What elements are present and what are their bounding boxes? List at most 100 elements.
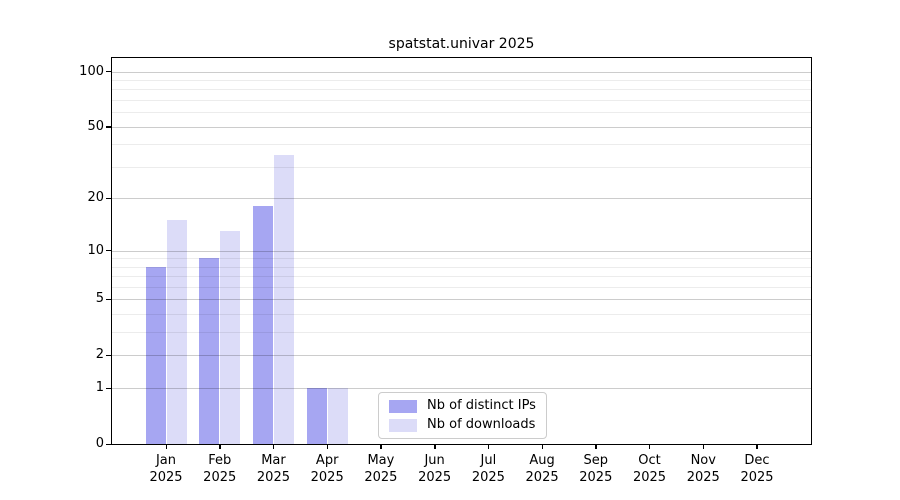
y-tick-label: 2: [95, 347, 104, 363]
minor-gridline: [112, 314, 811, 316]
bar-downloads-apr: [327, 388, 348, 444]
major-gridline: [112, 250, 811, 252]
x-tick-mark: [326, 444, 329, 449]
x-tick-label-month: Feb: [208, 453, 232, 468]
x-tick-label-month: Mar: [261, 453, 286, 468]
y-tick-label: 100: [79, 63, 104, 79]
y-tick-label: 1: [95, 380, 104, 396]
x-tick-label-year: 2025: [364, 470, 398, 485]
x-tick-label: Apr 2025: [295, 452, 359, 486]
legend: Nb of distinct IPs Nb of downloads: [378, 392, 547, 439]
minor-gridline: [112, 112, 811, 114]
x-tick-label-year: 2025: [203, 470, 237, 485]
bar-downloads-jan: [166, 220, 187, 444]
minor-gridline: [112, 144, 811, 146]
legend-label: Nb of distinct IPs: [427, 398, 536, 413]
x-tick-label-month: Sep: [583, 453, 609, 468]
minor-gridline: [112, 166, 811, 168]
x-tick-mark: [434, 444, 436, 449]
x-tick-label-year: 2025: [579, 470, 613, 485]
bar-downloads-feb: [220, 231, 241, 444]
x-tick-mark: [702, 444, 705, 449]
y-tick-label: 5: [95, 291, 104, 307]
y-tick-mark: [106, 298, 112, 301]
major-gridline: [112, 198, 811, 200]
y-tick-mark: [106, 354, 112, 357]
minor-gridline: [112, 89, 811, 91]
x-tick-label-year: 2025: [632, 470, 667, 485]
x-tick-label-month: Oct: [638, 453, 661, 468]
y-tick-mark: [106, 250, 112, 252]
x-tick-mark: [541, 444, 543, 449]
x-tick-mark: [756, 444, 758, 449]
x-tick-label-year: 2025: [418, 470, 452, 485]
legend-swatch: [389, 399, 417, 413]
x-tick-label-year: 2025: [149, 470, 183, 485]
major-gridline: [112, 299, 811, 301]
y-tick-mark: [106, 197, 112, 200]
x-tick-label: Aug 2025: [510, 452, 574, 486]
minor-gridline: [112, 100, 811, 102]
plot-area: Nb of distinct IPs Nb of downloads: [111, 57, 812, 445]
x-tick-mark: [272, 444, 275, 449]
x-tick-label-year: 2025: [686, 470, 720, 485]
x-tick-label-month: May: [367, 453, 395, 468]
x-tick-label-year: 2025: [471, 470, 505, 485]
major-gridline: [112, 355, 811, 357]
x-tick-label: Jul 2025: [456, 452, 520, 486]
x-tick-mark: [380, 444, 382, 449]
x-tick-label: Dec 2025: [725, 452, 789, 486]
x-tick-label-month: Nov: [690, 453, 716, 468]
minor-gridline: [112, 80, 811, 81]
x-tick-label-month: Jan: [155, 453, 177, 468]
legend-label: Nb of downloads: [427, 417, 536, 432]
major-gridline: [112, 126, 811, 128]
y-tick-mark: [106, 126, 112, 128]
x-tick-label-month: Jun: [424, 453, 445, 468]
x-tick-label: Nov 2025: [671, 452, 735, 486]
minor-gridline: [112, 258, 811, 260]
minor-gridline: [112, 276, 811, 278]
x-tick-label-year: 2025: [310, 470, 344, 485]
x-tick-label-month: Aug: [529, 453, 555, 468]
legend-swatch: [389, 418, 417, 432]
x-tick-label: Oct 2025: [618, 452, 682, 486]
x-tick-label: May 2025: [349, 452, 413, 486]
y-tick-label: 10: [87, 242, 104, 258]
x-tick-label-year: 2025: [525, 470, 559, 485]
x-tick-label: Jan 2025: [134, 452, 198, 486]
bar-distinct-ips-mar: [252, 206, 273, 444]
x-tick-mark: [165, 444, 167, 449]
bar-distinct-ips-jan: [145, 266, 166, 444]
bar-downloads-mar: [273, 154, 294, 444]
legend-item: Nb of distinct IPs: [389, 398, 536, 414]
legend-item: Nb of downloads: [389, 417, 536, 433]
minor-gridline: [112, 266, 811, 268]
x-tick-mark: [649, 444, 651, 449]
chart-title: spatstat.univar 2025: [388, 36, 535, 52]
x-tick-label-month: Apr: [315, 453, 339, 468]
y-tick-mark: [106, 71, 112, 73]
major-gridline: [112, 388, 811, 390]
y-tick-label: 0: [95, 436, 104, 451]
x-tick-label: Sep 2025: [564, 452, 628, 486]
x-tick-label: Feb 2025: [188, 452, 252, 486]
x-tick-mark: [487, 444, 490, 449]
x-tick-mark: [595, 444, 597, 449]
major-gridline: [112, 71, 811, 73]
y-tick-label: 50: [87, 118, 104, 134]
bar-distinct-ips-apr: [306, 388, 327, 444]
x-tick-label-year: 2025: [740, 470, 774, 485]
x-tick-label: Mar 2025: [241, 452, 305, 486]
y-tick-label: 20: [87, 190, 104, 206]
x-tick-label-month: Dec: [744, 453, 770, 468]
minor-gridline: [112, 332, 811, 334]
x-tick-label: Jun 2025: [403, 452, 467, 486]
y-tick-mark: [106, 443, 112, 445]
x-tick-label-month: Jul: [480, 453, 497, 468]
y-tick-mark: [106, 387, 112, 389]
x-tick-mark: [219, 444, 221, 449]
x-tick-label-year: 2025: [256, 470, 290, 485]
bar-distinct-ips-feb: [199, 258, 220, 444]
